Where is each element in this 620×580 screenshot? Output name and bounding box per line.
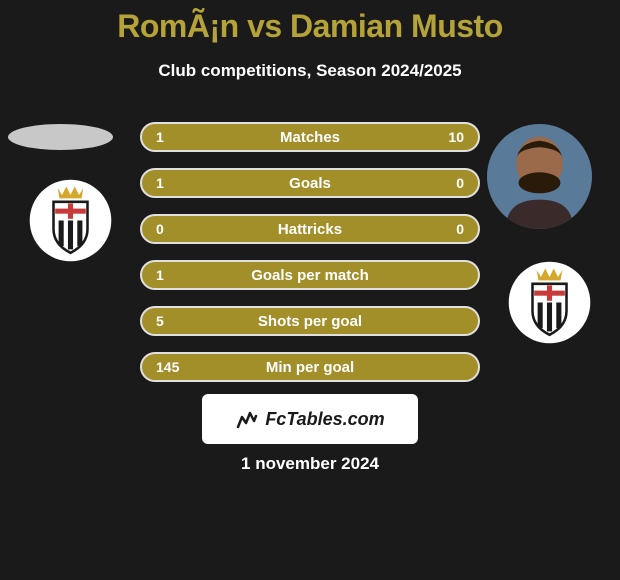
stat-label: Hattricks [142, 221, 478, 238]
club-right-badge [507, 260, 592, 345]
player-portrait-icon [487, 124, 592, 229]
fctables-logo-icon [235, 407, 259, 431]
club-left-badge [28, 178, 113, 263]
stat-right-value: 0 [456, 175, 464, 191]
stat-left-value: 5 [156, 313, 164, 329]
stat-label: Shots per goal [142, 313, 478, 330]
stat-label: Goals per match [142, 267, 478, 284]
stat-row: 1 Matches 10 [140, 122, 480, 152]
stat-row: 145 Min per goal [140, 352, 480, 382]
player-left-photo-placeholder [8, 124, 113, 150]
fctables-label: FcTables.com [265, 409, 384, 430]
stat-right-value: 10 [448, 129, 464, 145]
club-badge-icon [507, 260, 592, 345]
fctables-link[interactable]: FcTables.com [202, 394, 418, 444]
stat-left-value: 145 [156, 359, 179, 375]
player-right-photo [487, 124, 592, 229]
stat-row: 0 Hattricks 0 [140, 214, 480, 244]
stat-label: Min per goal [142, 359, 478, 376]
page-title: RomÃ¡n vs Damian Musto [0, 8, 620, 45]
stat-right-value: 0 [456, 221, 464, 237]
stat-left-value: 1 [156, 129, 164, 145]
stat-left-value: 0 [156, 221, 164, 237]
stat-label: Goals [142, 175, 478, 192]
stat-left-value: 1 [156, 267, 164, 283]
stat-row: 5 Shots per goal [140, 306, 480, 336]
date-label: 1 november 2024 [0, 454, 620, 474]
page-subtitle: Club competitions, Season 2024/2025 [0, 61, 620, 81]
stat-left-value: 1 [156, 175, 164, 191]
stat-label: Matches [142, 129, 478, 146]
club-badge-icon [28, 178, 113, 263]
stat-row: 1 Goals per match [140, 260, 480, 290]
stats-table: 1 Matches 10 1 Goals 0 0 Hattricks 0 1 G… [140, 122, 480, 398]
stat-row: 1 Goals 0 [140, 168, 480, 198]
